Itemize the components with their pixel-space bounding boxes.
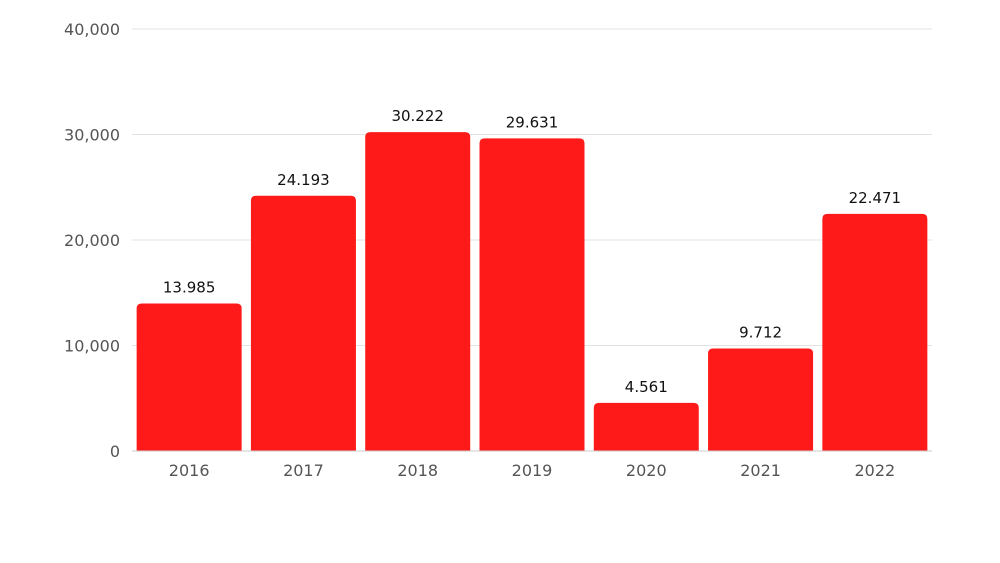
data-label: 9.712 [739, 324, 782, 342]
data-label: 30.222 [391, 107, 444, 125]
y-axis-ticks: 0 10,000 20,000 30,000 40,000 [64, 20, 120, 461]
bar-2017 [250, 195, 356, 451]
x-tick-label: 2021 [740, 461, 781, 480]
x-tick-label: 2017 [283, 461, 324, 480]
y-tick-label: 0 [110, 442, 120, 461]
data-label: 13.985 [163, 278, 216, 296]
bar-2019 [479, 138, 585, 451]
bars [136, 132, 928, 451]
y-tick-label: 20,000 [64, 231, 120, 250]
data-label: 4.561 [625, 378, 668, 396]
x-tick-label: 2020 [626, 461, 667, 480]
x-tick-label: 2016 [169, 461, 210, 480]
y-tick-label: 30,000 [64, 126, 120, 145]
bar-2016 [136, 303, 242, 451]
x-tick-label: 2019 [512, 461, 553, 480]
data-label: 24.193 [277, 171, 330, 189]
bar-2020 [593, 402, 699, 451]
bar-2022 [822, 213, 928, 451]
data-label: 29.631 [506, 113, 559, 131]
y-tick-label: 10,000 [64, 337, 120, 356]
bar-2021 [708, 348, 814, 451]
x-axis-ticks: 2016 2017 2018 2019 2020 2021 2022 [169, 461, 895, 480]
y-tick-label: 40,000 [64, 20, 120, 39]
data-labels: 13.985 24.193 30.222 29.631 4.561 9.712 22.471 [163, 107, 901, 396]
x-tick-label: 2018 [397, 461, 438, 480]
bar-2018 [365, 132, 471, 451]
x-tick-label: 2022 [854, 461, 895, 480]
data-label: 22.471 [849, 189, 902, 207]
